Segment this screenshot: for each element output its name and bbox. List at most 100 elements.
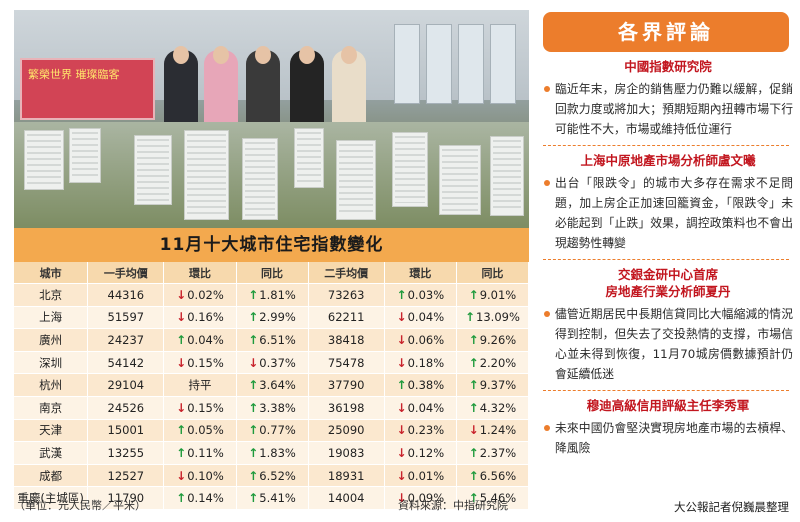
cell-city: 杭州 [14,373,88,396]
arrow-up-icon: ↑ [248,378,258,392]
cell-new-yoy: ↑6.52% [237,464,309,487]
table-row: 天津 15001 ↑0.05% ↑0.77% 25090 ↓0.23% ↓1.24% [14,419,529,442]
arrow-up-icon: ↑ [248,310,258,324]
cell-new-price: 24526 [88,396,164,419]
change-value: 9.37% [480,378,517,392]
photo-model-building [184,130,229,220]
table-row: 深圳 54142 ↓0.15% ↓0.37% 75478 ↓0.18% ↑2.20% [14,351,529,374]
cell-new-price: 51597 [88,306,164,329]
showroom-photo: 繁榮世界 璀璨臨客 [14,10,529,228]
cell-new-mom: ↓0.10% [164,464,236,487]
cell-new-mom: ↓0.02% [164,283,236,306]
change-value: 2.37% [480,446,517,460]
change-value: 0.03% [408,288,445,302]
change-value: 6.56% [480,469,517,483]
bullet-dot-icon [544,86,550,92]
arrow-up-icon: ↑ [248,491,258,505]
cell-resale-yoy: ↑2.20% [457,351,529,374]
change-value: 6.51% [259,333,296,347]
cell-resale-price: 38418 [309,328,385,351]
change-value: 0.14% [187,491,224,505]
cell-new-price: 29104 [88,373,164,396]
table-row: 上海 51597 ↓0.16% ↑2.99% 62211 ↓0.04% ↑13.09% [14,306,529,329]
photo-model-building [439,145,481,215]
arrow-up-icon: ↑ [176,491,186,505]
arrow-up-icon: ↑ [248,469,258,483]
cell-new-price: 12527 [88,464,164,487]
change-value: 0.04% [408,310,445,324]
change-value: 1.83% [259,446,296,460]
divider [543,145,789,146]
header-new-mom: 環比 [164,262,236,283]
comment-text: 未來中國仍會堅決實現房地產市場的去槓桿、降風險 [543,418,793,458]
photo-window [458,24,484,104]
change-value: 1.24% [480,423,517,437]
photo-model-building [134,135,172,205]
arrow-up-icon: ↑ [469,401,479,415]
arrow-up-icon: ↑ [248,288,258,302]
cell-new-price: 24237 [88,328,164,351]
change-value: 0.05% [187,423,224,437]
cell-resale-yoy: ↑2.37% [457,441,529,464]
cell-resale-yoy: ↑9.26% [457,328,529,351]
arrow-down-icon: ↓ [397,310,407,324]
cell-new-mom: ↓0.16% [164,306,236,329]
cell-new-yoy: ↑5.41% [237,486,309,509]
cell-new-yoy: ↑1.81% [237,283,309,306]
cell-new-yoy: ↓0.37% [237,351,309,374]
cell-resale-yoy: ↓1.24% [457,419,529,442]
cell-resale-yoy: ↑4.32% [457,396,529,419]
arrow-down-icon: ↓ [176,288,186,302]
cell-new-yoy: ↑1.83% [237,441,309,464]
comment-block: 上海中原地產市場分析師盧文曦 出台「限跌令」的城市大多存在需求不足問題，加上房企… [543,152,793,253]
change-value: 3.38% [259,401,296,415]
comment-block: 中國指數研究院 臨近年末，房企的銷售壓力仍難以緩解，促銷回款力度或將加大；預期短… [543,58,793,139]
arrow-down-icon: ↓ [397,469,407,483]
cell-resale-yoy: ↑9.37% [457,373,529,396]
photo-model-building [490,136,524,216]
photo-model-building [24,130,64,190]
arrow-up-icon: ↑ [465,310,475,324]
comment-block: 交銀金研中心首席 房地產行業分析師夏丹 儘管近期居民中長期信貸同比大幅縮減的情況… [543,266,793,384]
source-note: 資料來源：中指研究院 [398,497,508,513]
left-panel: 繁榮世界 璀璨臨客 11月十大城市住宅指數變化 [14,10,529,522]
header-new-price: 一手均價 [88,262,164,283]
table-body: 北京 44316 ↓0.02% ↑1.81% 73263 ↑0.03% ↑9.01% 上海 51… [14,283,529,509]
cell-resale-price: 36198 [309,396,385,419]
comment-source: 上海中原地產市場分析師盧文曦 [543,152,793,169]
cell-resale-price: 73263 [309,283,385,306]
cell-new-mom: ↑0.11% [164,441,236,464]
arrow-down-icon: ↓ [469,423,479,437]
photo-window [426,24,452,104]
cell-new-mom: ↓0.15% [164,396,236,419]
unit-note: （單位：元人民幣／平米） [14,497,146,513]
header-resale-yoy: 同比 [457,262,529,283]
cell-resale-yoy: ↑13.09% [457,306,529,329]
arrow-down-icon: ↓ [176,356,186,370]
comment-text: 出台「限跌令」的城市大多存在需求不足問題，加上房企正加速回籠資金，「限跌令」未必… [543,173,793,253]
change-value: 0.06% [408,333,445,347]
cell-resale-price: 37790 [309,373,385,396]
cell-new-price: 54142 [88,351,164,374]
photo-model-building [242,138,278,220]
bullet-dot-icon [544,311,550,317]
arrow-up-icon: ↑ [176,333,186,347]
cell-resale-price: 62211 [309,306,385,329]
arrow-down-icon: ↓ [397,333,407,347]
cell-resale-price: 25090 [309,419,385,442]
arrow-up-icon: ↑ [397,378,407,392]
photo-model-building [294,128,324,188]
cell-new-mom: ↓0.15% [164,351,236,374]
credit-line: 大公報記者倪巍晨整理 [674,499,789,515]
cell-resale-mom: ↓0.18% [385,351,457,374]
cell-resale-yoy: ↑9.01% [457,283,529,306]
change-value: 5.41% [259,491,296,505]
cell-new-mom: ↑0.14% [164,486,236,509]
table-title: 11月十大城市住宅指數變化 [14,228,529,262]
arrow-up-icon: ↑ [248,446,258,460]
cell-resale-price: 19083 [309,441,385,464]
table-row: 廣州 24237 ↑0.04% ↑6.51% 38418 ↓0.06% ↑9.26% [14,328,529,351]
header-resale-mom: 環比 [385,262,457,283]
arrow-down-icon: ↓ [248,356,258,370]
